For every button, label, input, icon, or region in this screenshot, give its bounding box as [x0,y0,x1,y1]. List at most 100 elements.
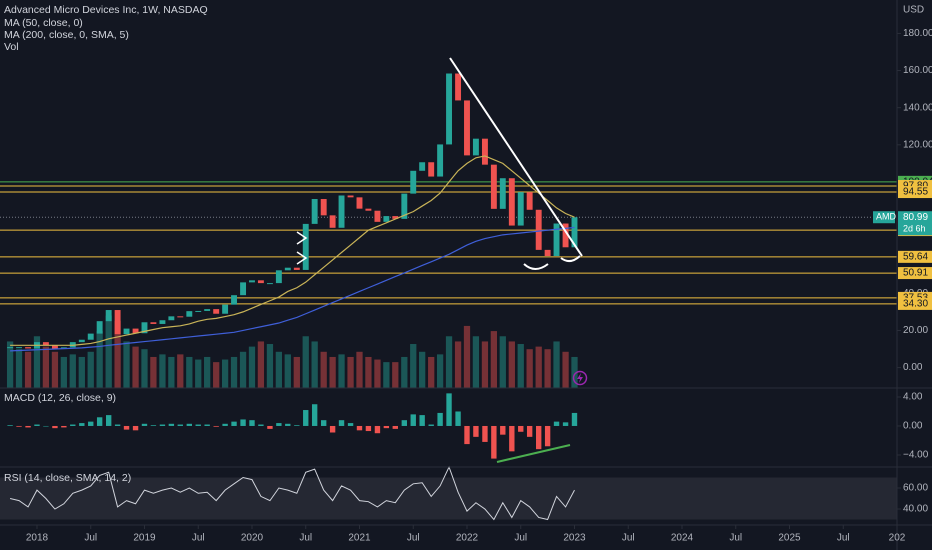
candle [464,100,470,156]
candle [231,295,237,305]
macd-bar [383,425,390,429]
candle [553,223,560,257]
candle [195,310,202,312]
candle [437,144,444,177]
candle [311,199,318,224]
macd-bar [267,425,273,429]
macd-bar [347,423,354,426]
volume-bar [535,346,542,388]
volume-bar [401,356,408,388]
arrow-marker [296,251,308,265]
rsi-tick-label: 40.00 [903,504,928,515]
macd-bar [401,420,408,426]
macd-bar [204,424,210,426]
level-label: 34.30 [903,299,928,310]
macd-bar [437,412,443,426]
bottom-arc [560,255,581,262]
y-tick-label: 0.00 [903,362,923,373]
candle [446,73,452,145]
volume-bar [257,341,265,388]
macd-bar [213,425,219,427]
volume-bar [562,351,569,388]
volume-bar [454,341,462,388]
level-label-box [898,186,932,199]
candle [132,328,139,334]
x-tick-label: Jul [84,533,97,544]
macd-bar [482,425,488,442]
volume-bar [481,341,489,388]
candle [562,223,569,248]
symbol-label: AMD [876,212,897,222]
countdown-label: 2d 6h [903,224,926,234]
macd-bar [491,425,497,459]
candle [320,199,327,216]
volume-bar [436,354,444,388]
candle [302,223,309,270]
volume-bar [383,362,390,388]
volume-bar [42,346,50,388]
plot-area [0,73,897,521]
volume-bar [221,359,229,388]
volume-bar [60,356,67,388]
candle [428,162,435,177]
volume-bar [213,362,220,388]
candle [222,304,229,314]
candle [365,208,372,211]
macd-bar [509,425,515,452]
macd-bar [16,425,22,427]
macd-bar [25,425,31,428]
bottom-arc [523,263,549,270]
candle [293,267,300,270]
macd-bar [464,425,470,445]
candle [526,192,533,210]
volume-bar [302,336,309,388]
macd-bar [159,424,166,426]
macd-bar [473,425,479,437]
candle [7,347,14,349]
macd-bar [419,415,425,426]
chart-title: Advanced Micro Devices Inc, 1W, NASDAQ [4,4,208,16]
macd-bar [374,425,381,434]
event-icon[interactable] [572,370,588,386]
macd-bar [571,412,578,426]
x-tick-label: 2024 [671,533,694,544]
candle [419,162,426,171]
legend-entry: MA (200, close, 0, SMA, 5) [4,29,129,41]
macd-tick-label: −4.00 [903,450,929,461]
volume-bar [410,344,417,388]
volume-bar [392,362,399,388]
volume-bar [320,351,327,388]
macd-bar [553,421,560,426]
x-tick-label: 2025 [778,533,801,544]
last-price-box [898,211,932,236]
macd-bar [52,425,58,429]
candle [499,178,506,209]
candle [249,280,255,283]
candle [25,347,32,349]
y-tick-label: 180.00 [903,28,932,39]
volume-bar [177,354,184,388]
macd-bar [249,420,255,426]
macd-bar [240,419,246,426]
candle [177,316,184,318]
x-tick-label: Jul [407,533,420,544]
divergence-line [496,444,571,463]
candle [105,310,112,322]
macd-bar [132,425,139,431]
volume-bar [123,341,130,388]
candle [78,339,85,343]
volume-bar [419,351,426,388]
candle [213,309,220,314]
y-tick-label: 140.00 [903,102,932,113]
currency-label: USD [903,5,924,16]
volume-bar [114,320,121,388]
candle [266,283,273,285]
candle [186,311,193,317]
macd-bar [114,424,121,426]
rsi-line [9,465,575,521]
x-tick-label: Jul [299,533,312,544]
macd-bar [294,425,300,426]
candle [284,267,291,271]
legend-entry: MACD (12, 26, close, 9) [4,392,116,404]
volume-bar [347,356,354,388]
